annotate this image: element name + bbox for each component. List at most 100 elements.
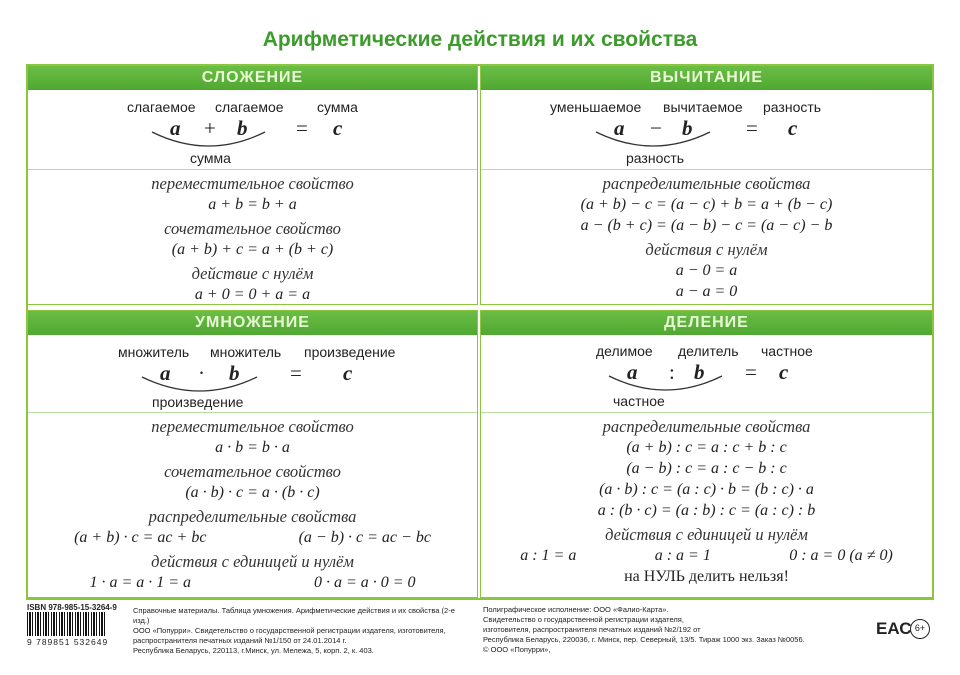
footer-line: изготовителя, распространителя печатных …	[483, 625, 701, 634]
property-heading: распределительные свойства	[602, 417, 811, 436]
variable: b	[229, 361, 240, 385]
printing-info: Полиграфическое исполнение: ООО «Фалио-К…	[483, 605, 863, 655]
formula: a + b = b + a	[208, 196, 297, 213]
property-heading: действия с единицей и нулём	[605, 525, 808, 544]
formula: a : 1 = a	[520, 547, 577, 564]
formula: (a · b) : c = (a : c) · b = (b : c) · a	[599, 481, 814, 498]
addition-header: СЛОЖЕНИЕ	[28, 66, 477, 90]
variable: a	[627, 360, 638, 384]
formula: (a − b) : c = a : c − b : c	[626, 460, 787, 477]
term-label: слагаемое	[215, 99, 284, 115]
variable: a	[160, 361, 171, 385]
formula: a : a = 1	[654, 547, 711, 564]
subtraction-header: ВЫЧИТАНИЕ	[481, 66, 932, 90]
variable: a	[614, 116, 625, 140]
brace-arc	[608, 375, 723, 391]
multiplication-header: УМНОЖЕНИЕ	[28, 311, 477, 335]
property-heading: переместительное свойство	[151, 417, 354, 436]
formula: 1 · a = a · 1 = a	[89, 574, 192, 591]
formula: (a + b) − c = (a − c) + b = a + (b − c)	[580, 196, 833, 213]
addition-naming	[28, 90, 477, 170]
formula-row: 1 · a = a · 1 = a 0 · a = a · 0 = 0	[28, 572, 477, 593]
formula: (a + b) · c = ac + bc	[74, 529, 207, 546]
footer-line: распространителя печатных изданий №1/150…	[133, 636, 347, 645]
operator: =	[296, 116, 308, 140]
panel-addition: СЛОЖЕНИЕ переместительное свойство a + b …	[27, 65, 478, 305]
brace-arc	[595, 131, 711, 147]
formula: a + 0 = 0 + a = a	[194, 286, 311, 303]
formula: 0 : a = 0 (a ≠ 0)	[789, 547, 893, 564]
property-heading: сочетательное свойство	[164, 462, 341, 481]
formula: (a + b) : c = a : c + b : c	[626, 439, 787, 456]
formula: a − a = 0	[675, 283, 738, 300]
property-heading: переместительное свойство	[151, 174, 354, 193]
variable: b	[682, 116, 693, 140]
property-heading: действие с нулём	[191, 264, 314, 283]
subtraction-properties: распределительные свойства (a + b) − c = …	[481, 174, 932, 302]
operator: +	[204, 116, 216, 140]
term-label: делимое	[596, 343, 653, 359]
formula: 0 · a = a · 0 = 0	[313, 574, 416, 591]
operator: −	[650, 116, 662, 140]
publisher-info: Справочные материалы. Таблица умножения.…	[133, 606, 471, 656]
formula: (a − b) · c = ac − bc	[298, 529, 431, 546]
variable: a	[170, 116, 181, 140]
term-label: частное	[761, 343, 813, 359]
operator: =	[290, 361, 302, 385]
term-label: сумма	[317, 99, 358, 115]
isbn: ISBN 978-985-15-3264-9	[27, 603, 117, 612]
formula-row: (a + b) · c = ac + bc (a − b) · c = ac − …	[28, 527, 477, 548]
result-label: разность	[626, 150, 685, 166]
division-properties: распределительные свойства (a + b) : c = …	[481, 417, 932, 588]
term-label: уменьшаемое	[550, 99, 642, 115]
formula-row: a : 1 = a a : a = 1 0 : a = 0 (a ≠ 0)	[481, 545, 932, 566]
age-badge: 6+	[910, 619, 930, 639]
addition-properties: переместительное свойство a + b = b + a со…	[28, 174, 477, 305]
variable: c	[779, 360, 789, 384]
footer-line: Республика Беларусь, 220113, г.Минск, ул…	[133, 646, 374, 655]
term-label: вычитаемое	[663, 99, 743, 115]
term-label: множитель	[210, 344, 282, 360]
footer-line: ООО «Попурри». Свидетельство о государст…	[133, 626, 446, 635]
property-heading: действия с единицей и нулём	[151, 552, 354, 571]
page-title: Арифметические действия и их свойства	[262, 28, 698, 51]
footer-line: Полиграфическое исполнение: ООО «Фалио-К…	[483, 605, 669, 614]
panel-division: ДЕЛЕНИЕ распределительные свойства (a + b…	[480, 310, 933, 598]
operator: :	[669, 360, 675, 384]
operator: ·	[198, 361, 205, 385]
formula: a · b = b · a	[215, 439, 290, 456]
division-by-zero-warning: на НУЛЬ делить нельзя!	[624, 568, 789, 585]
formula: (a + b) + c = a + (b + c)	[171, 241, 334, 258]
formula: a : (b · c) = (a : b) : c = (a : c) : b	[597, 502, 816, 519]
property-heading: сочетательное свойство	[164, 219, 341, 238]
result-label: сумма	[190, 150, 231, 166]
variable: b	[237, 116, 248, 140]
subtraction-naming	[481, 90, 932, 170]
formula: (a · b) · c = a · (b · c)	[185, 484, 320, 501]
eac-mark: ЕАС	[876, 619, 912, 638]
multiplication-naming	[28, 335, 477, 413]
footer-line: Справочные материалы. Таблица умножения.…	[133, 606, 455, 625]
footer-line: Республика Беларусь, 220036, г. Минск, п…	[483, 635, 805, 644]
result-label: частное	[613, 393, 665, 409]
panel-multiplication: УМНОЖЕНИЕ переместительное свойство a · b…	[27, 310, 478, 598]
brace-arc	[141, 376, 258, 392]
term-label: слагаемое	[127, 99, 196, 115]
operator: =	[746, 116, 758, 140]
result-label: произведение	[152, 394, 244, 410]
barcode	[27, 612, 105, 636]
property-heading: действия с нулём	[645, 240, 768, 259]
operator: =	[745, 360, 757, 384]
term-label: множитель	[118, 344, 190, 360]
term-label: разность	[763, 99, 822, 115]
variable: b	[694, 360, 705, 384]
formula: a − (b + c) = (a − b) − c = (a − c) − b	[580, 217, 833, 234]
multiplication-properties: переместительное свойство a · b = b · a со…	[28, 417, 477, 593]
brace-arc	[151, 131, 266, 147]
term-label: произведение	[304, 344, 396, 360]
barcode-digits: 9 789851 532649	[27, 637, 109, 647]
panel-subtraction: ВЫЧИТАНИЕ распределительные свойства (a +…	[480, 65, 933, 305]
variable: c	[788, 116, 798, 140]
variable: c	[343, 361, 353, 385]
formula: a − 0 = a	[675, 262, 738, 279]
